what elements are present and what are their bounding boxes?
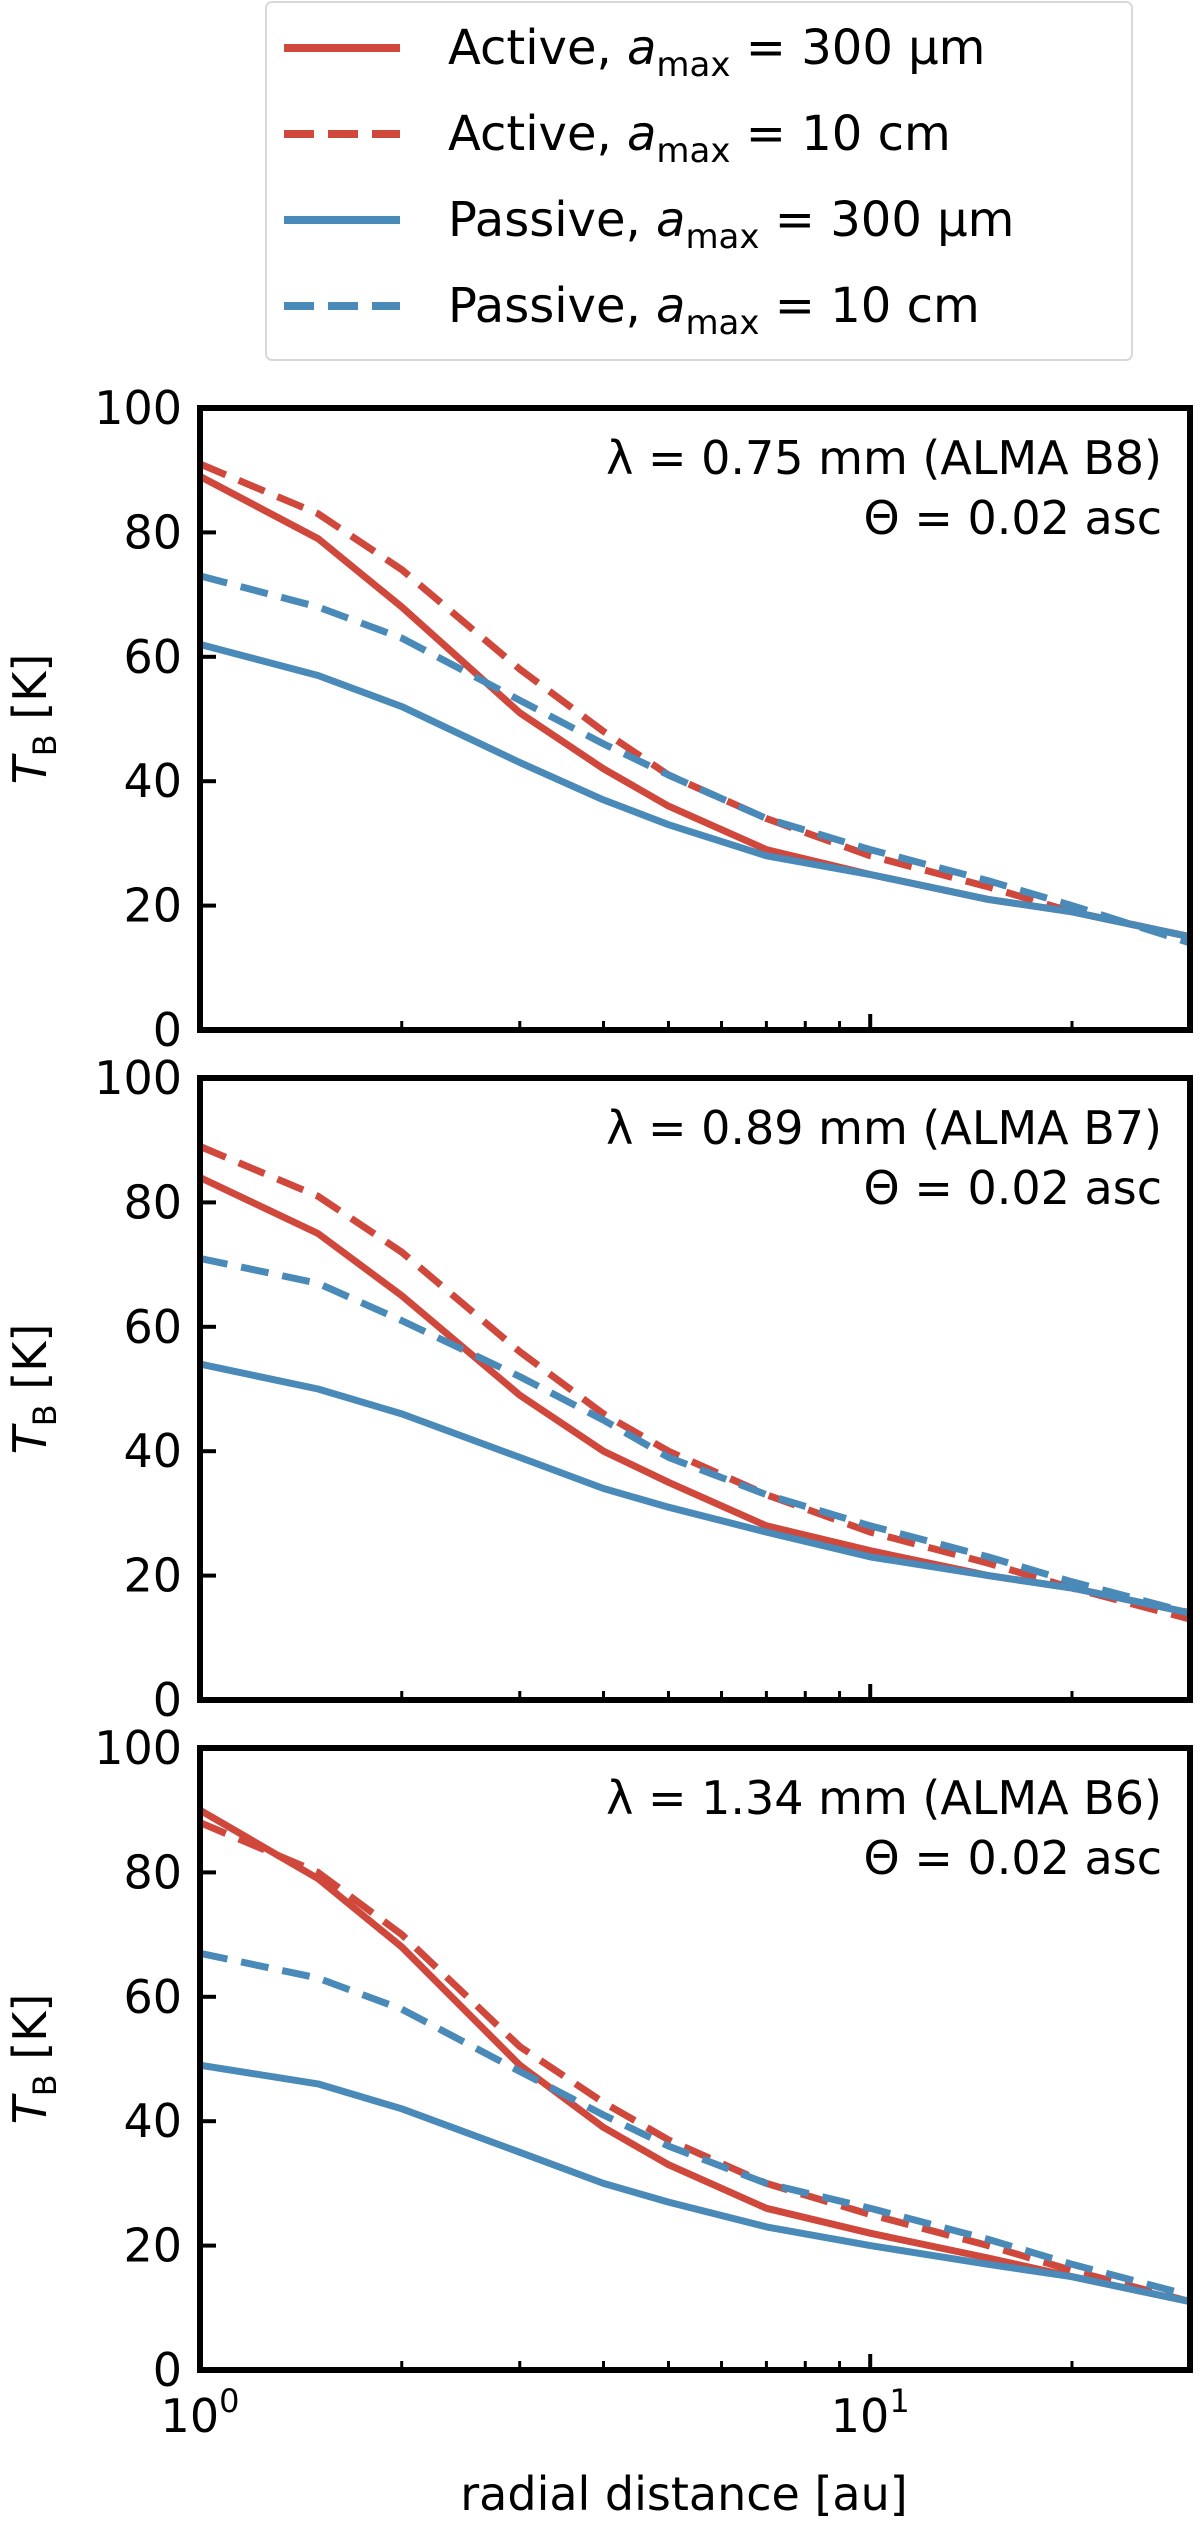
series-line-passive_300um [200, 641, 1190, 941]
y-tick-label: 0 [153, 2343, 182, 2397]
annotation-wavelength: λ = 0.89 mm (ALMA B7) [606, 1101, 1162, 1155]
series-group [200, 1143, 1190, 1623]
series-line-active_300um [200, 1807, 1190, 2306]
y-tick-label: 60 [123, 1970, 182, 2024]
legend: Active, amax = 300 μm Active, amax = 10 c… [265, 1, 1133, 361]
series-group [200, 460, 1190, 947]
panel-B7: 0 20 40 60 80 100 λ = 0.89 mm (ALMA B7) Θ = 0.0… [3, 1051, 1193, 1727]
y-tick-label: 100 [94, 381, 182, 435]
panel-frame [197, 1075, 1193, 1703]
panel-frame [197, 405, 1193, 1033]
panel-B8: 0 20 40 60 80 100 λ = 0.75 mm (ALMA B8) Θ = 0.0… [3, 381, 1193, 1057]
y-tick-label: 60 [123, 630, 182, 684]
y-tick-label: 100 [94, 1051, 182, 1105]
legend-label-active_10cm: Active, amax = 10 cm [448, 106, 951, 171]
x-tick-label: 101 [831, 2382, 910, 2443]
series-line-passive_10cm [200, 1254, 1190, 1617]
series-line-active_10cm [200, 1143, 1190, 1623]
series-line-passive_300um [200, 2061, 1190, 2306]
y-tick-label: 60 [123, 1300, 182, 1354]
y-tick-label: 40 [123, 1424, 182, 1478]
y-tick-label: 80 [123, 505, 182, 559]
y-axis-label: TB [K] [3, 654, 64, 785]
y-axis-label: TB [K] [3, 1324, 64, 1455]
y-tick-label: 20 [123, 2219, 182, 2273]
x-tick-label: 100 [161, 2382, 240, 2443]
y-tick-label: 40 [123, 2094, 182, 2148]
series-line-passive_300um [200, 1360, 1190, 1617]
y-tick-label: 40 [123, 754, 182, 808]
y-tick-label: 0 [153, 1003, 182, 1057]
panel-B6: 0 20 40 60 80 100 λ = 1.34 mm (ALMA B6) Θ = 0.0… [3, 1721, 1193, 2397]
legend-frame [265, 1, 1133, 361]
y-tick-label: 0 [153, 1673, 182, 1727]
series-group [200, 1807, 1190, 2306]
x-tick-labels: 100 101 [161, 2382, 910, 2443]
y-tick-label: 100 [94, 1721, 182, 1775]
annotation-beam: Θ = 0.02 asc [864, 1161, 1162, 1215]
y-tick-label: 80 [123, 1175, 182, 1229]
series-line-active_300um [200, 473, 1190, 941]
x-axis-label: radial distance [au] [460, 2467, 907, 2521]
series-line-passive_10cm [200, 1949, 1190, 2299]
annotation-wavelength: λ = 0.75 mm (ALMA B8) [606, 431, 1162, 485]
series-line-passive_10cm [200, 572, 1190, 947]
panel-frame [197, 1745, 1193, 2373]
annotation-wavelength: λ = 1.34 mm (ALMA B6) [606, 1771, 1162, 1825]
legend-label-passive_300um: Passive, amax = 300 μm [448, 192, 1014, 257]
y-tick-label: 20 [123, 879, 182, 933]
annotation-beam: Θ = 0.02 asc [864, 1831, 1162, 1885]
y-tick-label: 20 [123, 1549, 182, 1603]
panels: 0 20 40 60 80 100 λ = 0.75 mm (ALMA B8) Θ = 0.0… [3, 381, 1193, 2397]
annotation-beam: Θ = 0.02 asc [864, 491, 1162, 545]
y-axis-label: TB [K] [3, 1994, 64, 2125]
series-line-active_10cm [200, 1819, 1190, 2305]
legend-label-passive_10cm: Passive, amax = 10 cm [448, 278, 980, 343]
y-tick-label: 80 [123, 1845, 182, 1899]
legend-label-active_300um: Active, amax = 300 μm [448, 20, 985, 85]
